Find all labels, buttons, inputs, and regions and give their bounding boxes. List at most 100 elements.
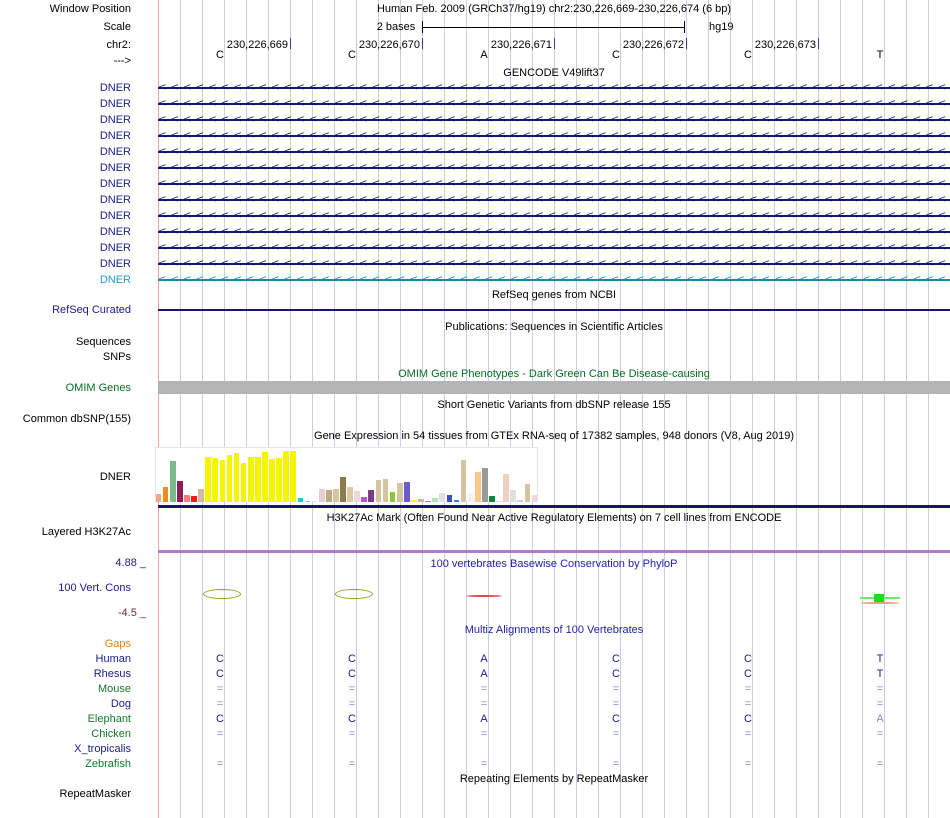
phylop-peak-2[interactable] [335, 589, 373, 599]
gtex-tissue-bar[interactable] [517, 500, 524, 502]
gtex-tissue-bar[interactable] [489, 496, 495, 502]
gtex-tissue-bar[interactable] [389, 492, 396, 502]
gtex-tissue-bar[interactable] [396, 482, 403, 502]
gtex-tissue-bar[interactable] [481, 468, 488, 502]
gtex-tissue-bar[interactable] [304, 500, 311, 502]
multiz-gaps-label[interactable]: Gaps [104, 638, 131, 650]
gtex-tissue-bar[interactable] [318, 488, 325, 502]
multiz-species-label[interactable]: Chicken [91, 728, 131, 740]
refseq-feature-line[interactable] [158, 309, 950, 311]
gencode-gene-label[interactable]: DNER [99, 130, 131, 142]
multiz-species-label[interactable]: Mouse [97, 683, 131, 695]
gtex-tissue-bar[interactable] [382, 478, 389, 502]
multiz-species-label[interactable]: Rhesus [93, 668, 131, 680]
gtex-tissue-bar[interactable] [411, 500, 417, 502]
gtex-tissue-bar[interactable] [425, 500, 431, 502]
gencode-gene-label[interactable]: DNER [99, 98, 131, 110]
gencode-gene-label[interactable]: DNER [99, 274, 131, 286]
gencode-gene-label[interactable]: DNER [99, 226, 131, 238]
gtex-tissue-bar[interactable] [184, 495, 190, 502]
gencode-transcript-row[interactable]: <<<<<<<<<<<<<<<<<<<<<<<<<<<<<<<<<<<<<<<<… [158, 242, 950, 254]
gtex-tissue-bar[interactable] [375, 479, 382, 502]
gtex-tissue-bar[interactable] [474, 472, 481, 502]
gtex-tissue-bar[interactable] [276, 457, 282, 502]
gtex-tissue-bar[interactable] [297, 498, 304, 502]
gencode-gene-label[interactable]: DNER [99, 210, 131, 222]
gtex-gene-label[interactable]: DNER [99, 471, 131, 483]
gtex-tissue-bar[interactable] [212, 457, 219, 502]
gtex-tissue-bar[interactable] [283, 450, 290, 502]
gtex-tissue-bar[interactable] [496, 500, 502, 502]
dbsnp-label[interactable]: Common dbSNP(155) [22, 413, 131, 425]
gtex-tissue-bar[interactable] [311, 500, 318, 502]
gtex-tissue-bar[interactable] [240, 463, 247, 502]
gtex-tissue-bar[interactable] [503, 474, 509, 502]
gencode-gene-label[interactable]: DNER [99, 242, 131, 254]
gtex-tissue-bar[interactable] [205, 456, 212, 502]
gtex-tissue-bar[interactable] [325, 490, 332, 502]
gencode-transcript-row[interactable]: <<<<<<<<<<<<<<<<<<<<<<<<<<<<<<<<<<<<<<<<… [158, 194, 950, 206]
gtex-tissue-bar[interactable] [460, 459, 467, 502]
refseq-curated-label[interactable]: RefSeq Curated [52, 304, 131, 316]
publications-snps-label[interactable]: SNPs [102, 351, 131, 363]
gtex-tissue-bar[interactable] [439, 493, 446, 502]
gtex-tissue-bar[interactable] [226, 454, 233, 502]
omim-gene-bar[interactable] [158, 381, 950, 394]
omim-genes-label[interactable]: OMIM Genes [65, 382, 131, 394]
gencode-transcript-row[interactable]: <<<<<<<<<<<<<<<<<<<<<<<<<<<<<<<<<<<<<<<<… [158, 178, 950, 190]
multiz-species-label[interactable]: Elephant [87, 713, 131, 725]
repeatmasker-label[interactable]: RepeatMasker [59, 788, 131, 800]
gencode-transcript-row[interactable]: <<<<<<<<<<<<<<<<<<<<<<<<<<<<<<<<<<<<<<<<… [158, 162, 950, 174]
publications-sequences-label[interactable]: Sequences [75, 336, 131, 348]
gencode-transcript-row[interactable]: <<<<<<<<<<<<<<<<<<<<<<<<<<<<<<<<<<<<<<<<… [158, 210, 950, 222]
gencode-transcript-row[interactable]: <<<<<<<<<<<<<<<<<<<<<<<<<<<<<<<<<<<<<<<<… [158, 82, 950, 94]
h3k27ac-signal-line[interactable] [158, 550, 950, 553]
gencode-gene-label[interactable]: DNER [99, 114, 131, 126]
phylop-negative-2[interactable] [860, 602, 900, 604]
gtex-tissue-bar[interactable] [432, 498, 438, 502]
gtex-tissue-bar[interactable] [446, 495, 453, 502]
gencode-gene-label[interactable]: DNER [99, 194, 131, 206]
gtex-tissue-bar[interactable] [361, 497, 368, 502]
gencode-transcript-row[interactable]: <<<<<<<<<<<<<<<<<<<<<<<<<<<<<<<<<<<<<<<<… [158, 146, 950, 158]
multiz-species-label[interactable]: Zebrafish [85, 758, 131, 770]
gencode-gene-label[interactable]: DNER [99, 162, 131, 174]
gtex-tissue-bar[interactable] [333, 489, 339, 502]
gtex-tissue-bar[interactable] [269, 458, 275, 502]
gencode-gene-label[interactable]: DNER [99, 258, 131, 270]
gtex-tissue-bar[interactable] [467, 493, 474, 502]
gtex-tissue-bar[interactable] [403, 481, 410, 502]
gtex-tissue-bar[interactable] [247, 456, 254, 502]
gtex-tissue-bar[interactable] [233, 452, 240, 502]
gtex-tissue-bar[interactable] [255, 456, 261, 502]
gencode-transcript-row[interactable]: <<<<<<<<<<<<<<<<<<<<<<<<<<<<<<<<<<<<<<<<… [158, 130, 950, 142]
multiz-species-label[interactable]: X_tropicalis [74, 743, 131, 755]
gtex-tissue-bar[interactable] [162, 486, 169, 502]
gtex-tissue-bar[interactable] [262, 451, 268, 502]
gtex-tissue-bar[interactable] [418, 499, 424, 502]
gtex-tissue-bar[interactable] [453, 500, 460, 502]
gencode-gene-label[interactable]: DNER [99, 82, 131, 94]
gtex-tissue-bar[interactable] [219, 459, 226, 502]
gencode-transcript-row[interactable]: <<<<<<<<<<<<<<<<<<<<<<<<<<<<<<<<<<<<<<<<… [158, 114, 950, 126]
gtex-tissue-bar[interactable] [340, 476, 346, 502]
phylop-green-peak[interactable] [874, 594, 884, 602]
gtex-tissue-bar[interactable] [347, 486, 353, 502]
gencode-transcript-row[interactable]: <<<<<<<<<<<<<<<<<<<<<<<<<<<<<<<<<<<<<<<<… [158, 274, 950, 286]
multiz-species-label[interactable]: Human [95, 653, 131, 665]
gtex-tissue-bar[interactable] [524, 483, 531, 502]
gtex-tissue-bar[interactable] [290, 450, 297, 502]
gencode-transcript-row[interactable]: <<<<<<<<<<<<<<<<<<<<<<<<<<<<<<<<<<<<<<<<… [158, 226, 950, 238]
gtex-tissue-bar[interactable] [198, 488, 204, 502]
gtex-tissue-bar[interactable] [169, 460, 176, 502]
gtex-bar-chart[interactable] [155, 447, 538, 502]
gtex-tissue-bar[interactable] [531, 495, 538, 502]
h3k27ac-label[interactable]: Layered H3K27Ac [41, 526, 131, 538]
gtex-tissue-bar[interactable] [510, 490, 516, 502]
phylop-peak-1[interactable] [203, 589, 241, 599]
gtex-tissue-bar[interactable] [176, 480, 183, 502]
gtex-tissue-bar[interactable] [191, 496, 197, 502]
phylop-label[interactable]: 100 Vert. Cons [58, 582, 131, 594]
gtex-tissue-bar[interactable] [155, 494, 162, 502]
